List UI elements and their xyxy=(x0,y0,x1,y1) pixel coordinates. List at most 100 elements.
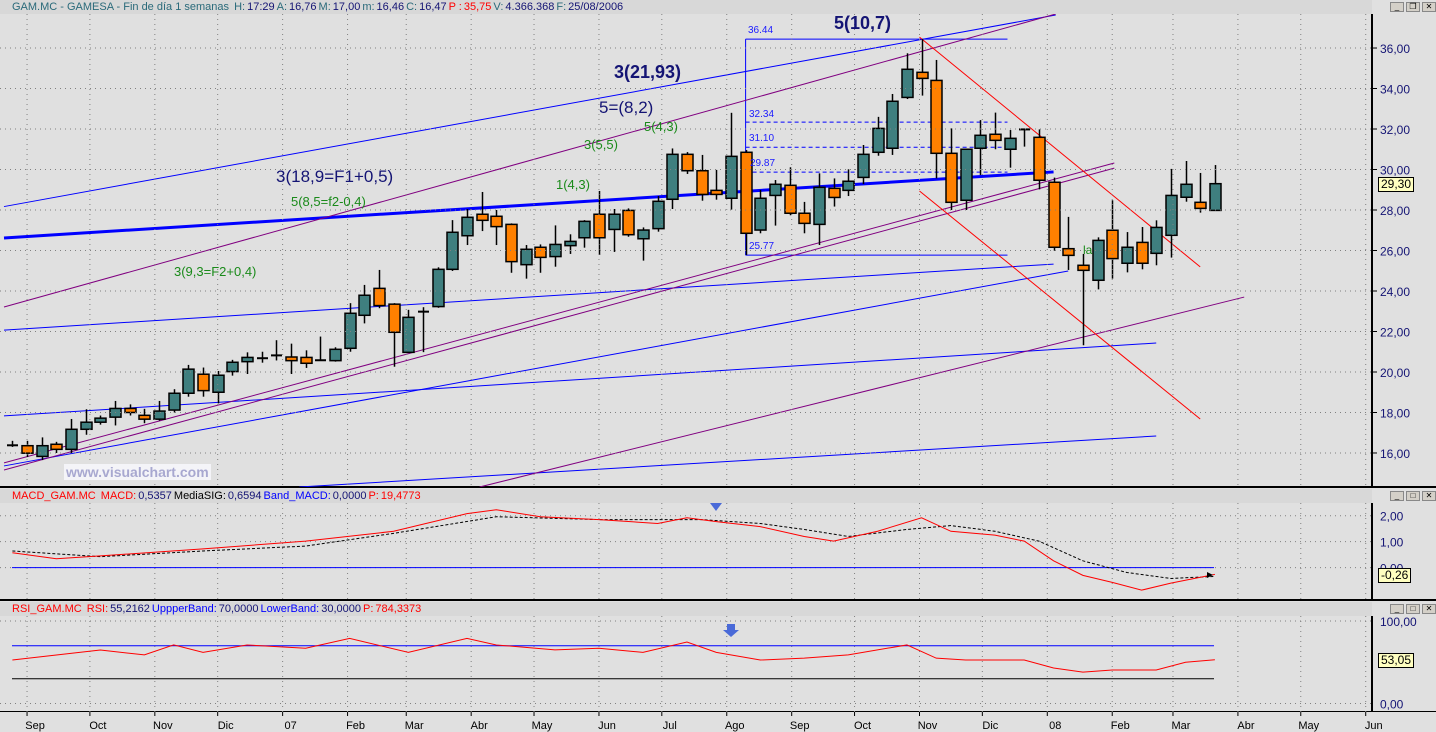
fib-level-label: 29.87 xyxy=(750,158,776,169)
maximize-icon[interactable]: □ xyxy=(1406,604,1420,614)
macd-indicator-name: MACD_GAM.MC xyxy=(12,490,96,502)
candle-down xyxy=(50,443,63,451)
field-label: RSI: xyxy=(86,603,109,615)
candle-up xyxy=(637,229,650,240)
candle-down xyxy=(1136,241,1149,265)
candle-down xyxy=(1077,264,1090,272)
candle-up xyxy=(329,348,342,362)
fib-level-label: 36.44 xyxy=(748,25,774,36)
field-label: UppperBand: xyxy=(151,603,217,615)
field-label: P : xyxy=(448,1,462,13)
candle-down xyxy=(710,189,723,196)
close-icon[interactable]: ✕ xyxy=(1422,2,1436,12)
candle-up xyxy=(358,294,371,317)
candle-down xyxy=(798,212,811,225)
candle-up xyxy=(1150,226,1163,255)
candle-up xyxy=(446,231,459,271)
candle-up xyxy=(652,200,665,230)
wave-label: 3(18,9=F1+0,5) xyxy=(276,167,394,186)
trend-line xyxy=(3,170,1054,240)
field-value: 55,2162 xyxy=(110,603,150,615)
month-label: Jun xyxy=(1365,720,1383,732)
field-label: V: xyxy=(493,1,504,13)
rsi-tick-label: 100,00 xyxy=(1380,615,1417,629)
candle-down xyxy=(300,356,313,365)
maximize-icon[interactable]: □ xyxy=(1406,491,1420,501)
rsi-header: RSI_GAM.MC RSI: 55,2162 UppperBand: 70,0000… xyxy=(0,602,1372,616)
candle-up xyxy=(1092,239,1105,282)
candle-up xyxy=(769,183,782,197)
candle-down xyxy=(1062,247,1075,257)
candle-up xyxy=(1121,246,1134,265)
candle-up xyxy=(666,153,679,201)
candle-up xyxy=(608,213,621,231)
candle-up xyxy=(1180,183,1193,198)
candle-up xyxy=(901,68,914,99)
price-tick-label: 32,00 xyxy=(1380,123,1410,137)
main-value-axis xyxy=(1372,14,1436,487)
month-label: 08 xyxy=(1049,720,1061,732)
instrument-title: GAM.MC - GAMESA - Fin de día 1 semanas xyxy=(12,1,230,13)
minimize-icon[interactable]: _ xyxy=(1390,604,1404,614)
candle-up xyxy=(182,368,195,395)
month-label: Nov xyxy=(153,720,173,732)
month-label: Dic xyxy=(982,720,998,732)
rsi-tick-label: 0,00 xyxy=(1380,698,1404,712)
macd-tick-label: 1,00 xyxy=(1380,536,1404,550)
candle-down xyxy=(740,151,753,235)
macd-last-pointer-icon xyxy=(1207,572,1213,578)
candle-down xyxy=(784,184,797,214)
main-header: GAM.MC - GAMESA - Fin de día 1 semanas H… xyxy=(0,0,1372,14)
month-label: Abr xyxy=(471,720,488,732)
candle-down xyxy=(681,153,694,172)
month-label: 07 xyxy=(285,720,297,732)
trend-line xyxy=(3,14,1056,308)
month-label: Nov xyxy=(918,720,938,732)
candle-down xyxy=(593,213,606,239)
trend-line xyxy=(3,14,1056,208)
price-tick-label: 20,00 xyxy=(1380,366,1410,380)
month-label: Mar xyxy=(1172,720,1191,732)
month-label: May xyxy=(532,720,553,732)
field-label: H: xyxy=(234,1,246,13)
close-icon[interactable]: ✕ xyxy=(1422,604,1436,614)
field-label: Band_MACD: xyxy=(263,490,331,502)
trend-line xyxy=(3,263,1054,331)
candle-down xyxy=(945,152,958,204)
candle-down xyxy=(696,169,709,196)
minimize-icon[interactable]: _ xyxy=(1390,491,1404,501)
macd-last-value-box: -0,26 xyxy=(1378,568,1412,583)
wave-label: 3(5,5) xyxy=(584,137,618,152)
month-label: Ago xyxy=(725,720,745,732)
month-label: Abr xyxy=(1237,720,1254,732)
minimize-icon[interactable]: _ xyxy=(1390,2,1404,12)
watermark: www.visualchart.com xyxy=(64,464,211,480)
candle-down xyxy=(1033,136,1046,181)
fib-level-label: 31.10 xyxy=(749,133,775,144)
price-tick-label: 30,00 xyxy=(1380,164,1410,178)
macd-signal-line xyxy=(12,516,1215,579)
wave-label: 3(9,3=F2+0,4) xyxy=(174,264,257,279)
field-label: MACD: xyxy=(100,490,137,502)
price-tick-label: 22,00 xyxy=(1380,325,1410,339)
field-label: m: xyxy=(362,1,375,13)
wave-label: 5(8,5=f2-0,4) xyxy=(291,194,366,209)
cursor-arrow-icon xyxy=(723,624,739,637)
restore-icon[interactable]: ❐ xyxy=(1406,2,1420,12)
price-tick-label: 26,00 xyxy=(1380,245,1410,259)
candle-down xyxy=(916,71,929,80)
rsi-last-value-box: 53,05 xyxy=(1378,653,1415,668)
candle-down xyxy=(622,209,635,236)
macd-header: MACD_GAM.MC MACD: 0,5357 MediaSIG: 0,6594 Ba… xyxy=(0,489,1372,503)
field-value: 25/08/2006 xyxy=(568,1,624,13)
last-price-box: 29,30 xyxy=(1378,177,1415,192)
trend-line xyxy=(479,296,1245,487)
candle-up xyxy=(520,248,533,266)
main-window-buttons: _ ❐ ✕ xyxy=(1390,2,1436,12)
trend-line xyxy=(299,435,1157,487)
wave-label: 3(21,93) xyxy=(614,62,682,82)
candle-up xyxy=(974,134,987,149)
close-icon[interactable]: ✕ xyxy=(1422,491,1436,501)
